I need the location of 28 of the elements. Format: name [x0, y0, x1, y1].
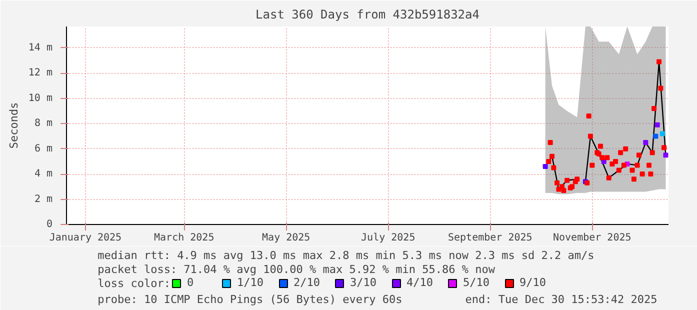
legend-label: 3/10 — [350, 276, 376, 289]
text: packet loss: 71.04 % avg 100.00 % max 5.92 % min 55.86 % now — [98, 263, 496, 276]
y-tick-label: 10 m — [28, 92, 53, 104]
text: median rtt: 4.9 ms avg 13.0 ms max 2.8 ms min 5.3 ms now 2.3 ms sd 2.2 am/s — [98, 249, 594, 262]
y-tick-label: 2 m — [34, 194, 52, 205]
x-tick-label: March 2025 — [154, 232, 214, 244]
y-tick-label: 0 — [46, 219, 53, 230]
legend-label: 4/10 — [406, 276, 433, 289]
legend-label: 1/10 — [237, 276, 264, 289]
text: probe: 10 ICMP Echo Pings (56 Bytes) every 60s — [98, 293, 402, 306]
x-tick-label: July 2025 — [361, 232, 416, 244]
text: end: Tue Dec 30 15:53:42 2025 — [465, 293, 658, 306]
legend-label: 0 — [187, 276, 195, 289]
x-tick-label: September 2025 — [448, 232, 532, 244]
y-tick-label: 12 m — [28, 68, 53, 79]
legend-label: 9/10 — [520, 276, 546, 289]
legend-label: 2/10 — [294, 276, 320, 289]
legend-title: loss color: — [98, 277, 170, 290]
x-tick-label: November 2025 — [553, 232, 632, 244]
y-tick-label: 14 m — [28, 42, 53, 54]
chart-title: Last 360 Days from 432b591832a4 — [256, 8, 480, 22]
y-tick-label: 8 m — [34, 118, 52, 130]
y-axis-title: Seconds — [7, 102, 20, 149]
y-tick-label: 4 m — [34, 168, 52, 180]
legend-label: 5/10 — [463, 276, 490, 289]
y-tick-label: 6 m — [34, 143, 52, 154]
x-tick-label: May 2025 — [262, 232, 310, 244]
x-tick-label: January 2025 — [49, 232, 122, 244]
